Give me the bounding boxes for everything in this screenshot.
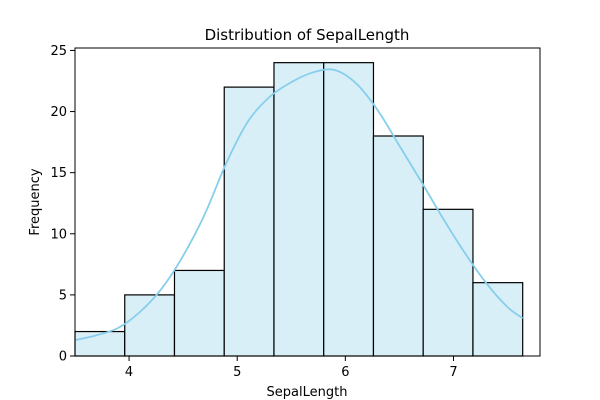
y-tick-label-20: 20 (50, 105, 67, 120)
histogram-bar-1 (74, 330, 126, 357)
kde-curve (74, 68, 524, 341)
x-tick-label-4: 4 (125, 365, 133, 380)
y-tick-label-5: 5 (59, 288, 67, 303)
x-tick-label-6: 6 (341, 365, 349, 380)
histogram-bar-8 (422, 208, 474, 357)
histogram-bar-9 (472, 282, 524, 357)
histogram-bar-5 (273, 62, 325, 357)
histogram-bar-6 (323, 62, 375, 357)
y-tick-label-15: 15 (50, 166, 67, 181)
y-tick-label-10: 10 (50, 227, 67, 242)
histogram-bar-4 (223, 86, 275, 357)
x-ticks-layer: 4 5 6 7 (125, 356, 458, 380)
histogram-bar-2 (124, 294, 176, 357)
histogram-bar-7 (372, 135, 424, 357)
chart-title: Distribution of SepalLength (205, 26, 410, 44)
x-tick-label-5: 5 (233, 365, 241, 380)
histogram-bar-3 (173, 269, 225, 357)
y-tick-label-0: 0 (59, 350, 67, 365)
bars-layer (74, 62, 524, 357)
y-tick-label-25: 25 (50, 44, 67, 59)
x-tick-label-7: 7 (449, 365, 457, 380)
kde-layer (74, 68, 524, 341)
y-ticks-layer: 0 5 10 15 20 25 (50, 44, 75, 365)
plot-area-frame (74, 47, 541, 357)
y-axis-label: Frequency (28, 168, 43, 235)
x-axis-label: SepalLength (267, 385, 348, 400)
